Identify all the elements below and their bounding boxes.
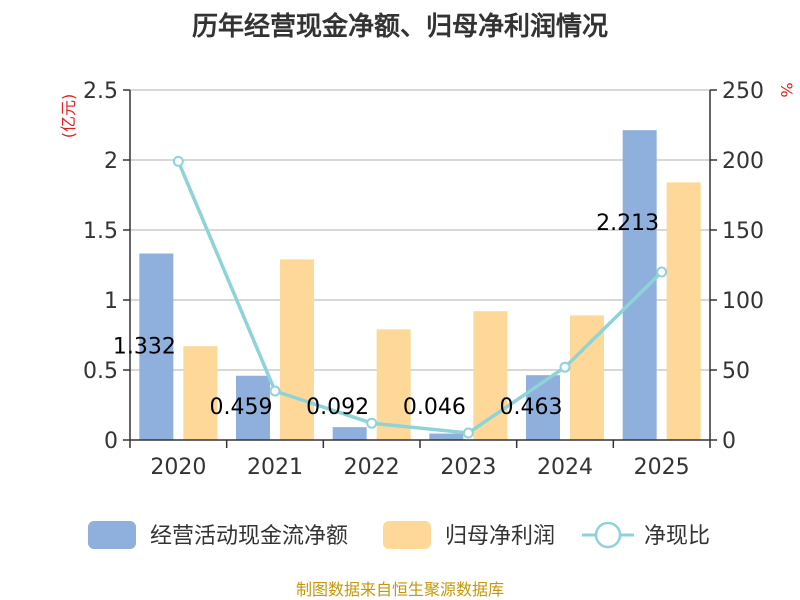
source-note: 制图数据来自恒生聚源数据库 [296,580,504,599]
legend-swatch-marker [594,521,622,549]
x-axis-tick-label: 2022 [344,455,400,480]
ratio-line-path [176,160,663,435]
bar-netprofit [183,346,218,440]
right-axis-tick-label: 0 [722,429,736,454]
bar-netprofit [280,259,314,440]
bar-cashflow [526,375,560,440]
bar-data-label: 2.213 [596,211,659,236]
ratio-point [366,417,378,429]
left-axis-tick-label: 0 [104,429,118,454]
bar-netprofit [376,329,411,440]
bar-data-label: 1.332 [113,335,176,360]
ratio-line [172,155,668,439]
x-axis-tick-label: 2024 [537,455,593,480]
axes: 0 0.5 1 1.5 2 2.5 0 50 100 150 200 250 2020 2021 2022 2… [83,79,764,480]
ratio-point [656,266,668,278]
left-axis-tick-label: 1 [104,289,118,314]
bar-cashflow [429,433,464,440]
right-axis-tick-label: 250 [722,79,764,104]
gridlines [130,89,710,371]
right-axis-unit: % [777,82,796,97]
x-axis-tick-label: 2020 [150,455,206,480]
legend-swatch [88,521,136,549]
x-axis-tick-label: 2021 [247,455,303,480]
bar-data-label: 0.459 [210,395,273,420]
right-axis-tick-label: 200 [722,149,764,174]
legend-label: 归母净利润 [445,524,555,549]
bar-netprofit [666,182,701,440]
right-axis-tick-label: 150 [722,219,764,244]
left-axis-tick-label: 1.5 [83,219,118,244]
bar-netprofit [473,311,508,440]
legend-label: 净现比 [644,524,710,549]
bars [139,130,701,440]
right-axis-tick-label: 100 [722,289,764,314]
bar-cashflow [236,375,270,440]
left-axis-tick-label: 2.5 [83,79,118,104]
left-axis-tick-label: 2 [104,149,118,174]
bar-cashflow [139,253,174,440]
x-axis-tick-label: 2023 [440,455,496,480]
legend-swatch [383,521,431,549]
legend: 经营活动现金流净额 归母净利润 净现比 [88,521,710,549]
left-axis-unit: (亿元) [59,94,78,139]
x-axis-tick-label: 2025 [634,455,690,480]
ratio-point [269,385,281,397]
bar-cashflow [332,427,367,440]
bar-data-label: 0.463 [500,395,563,420]
chart-title: 历年经营现金净额、归母净利润情况 [192,11,608,42]
ratio-point [559,361,571,373]
ratio-point [462,427,474,439]
left-axis-tick-label: 0.5 [83,359,118,384]
data-labels: 1.332 0.459 0.092 0.046 0.463 2.213 [113,211,659,420]
bar-cashflow [622,130,657,440]
ratio-point [172,155,184,167]
right-axis-tick-label: 50 [722,359,750,384]
bar-data-label: 0.092 [306,395,369,420]
bar-data-label: 0.046 [403,395,466,420]
legend-label: 经营活动现金流净额 [150,524,348,549]
